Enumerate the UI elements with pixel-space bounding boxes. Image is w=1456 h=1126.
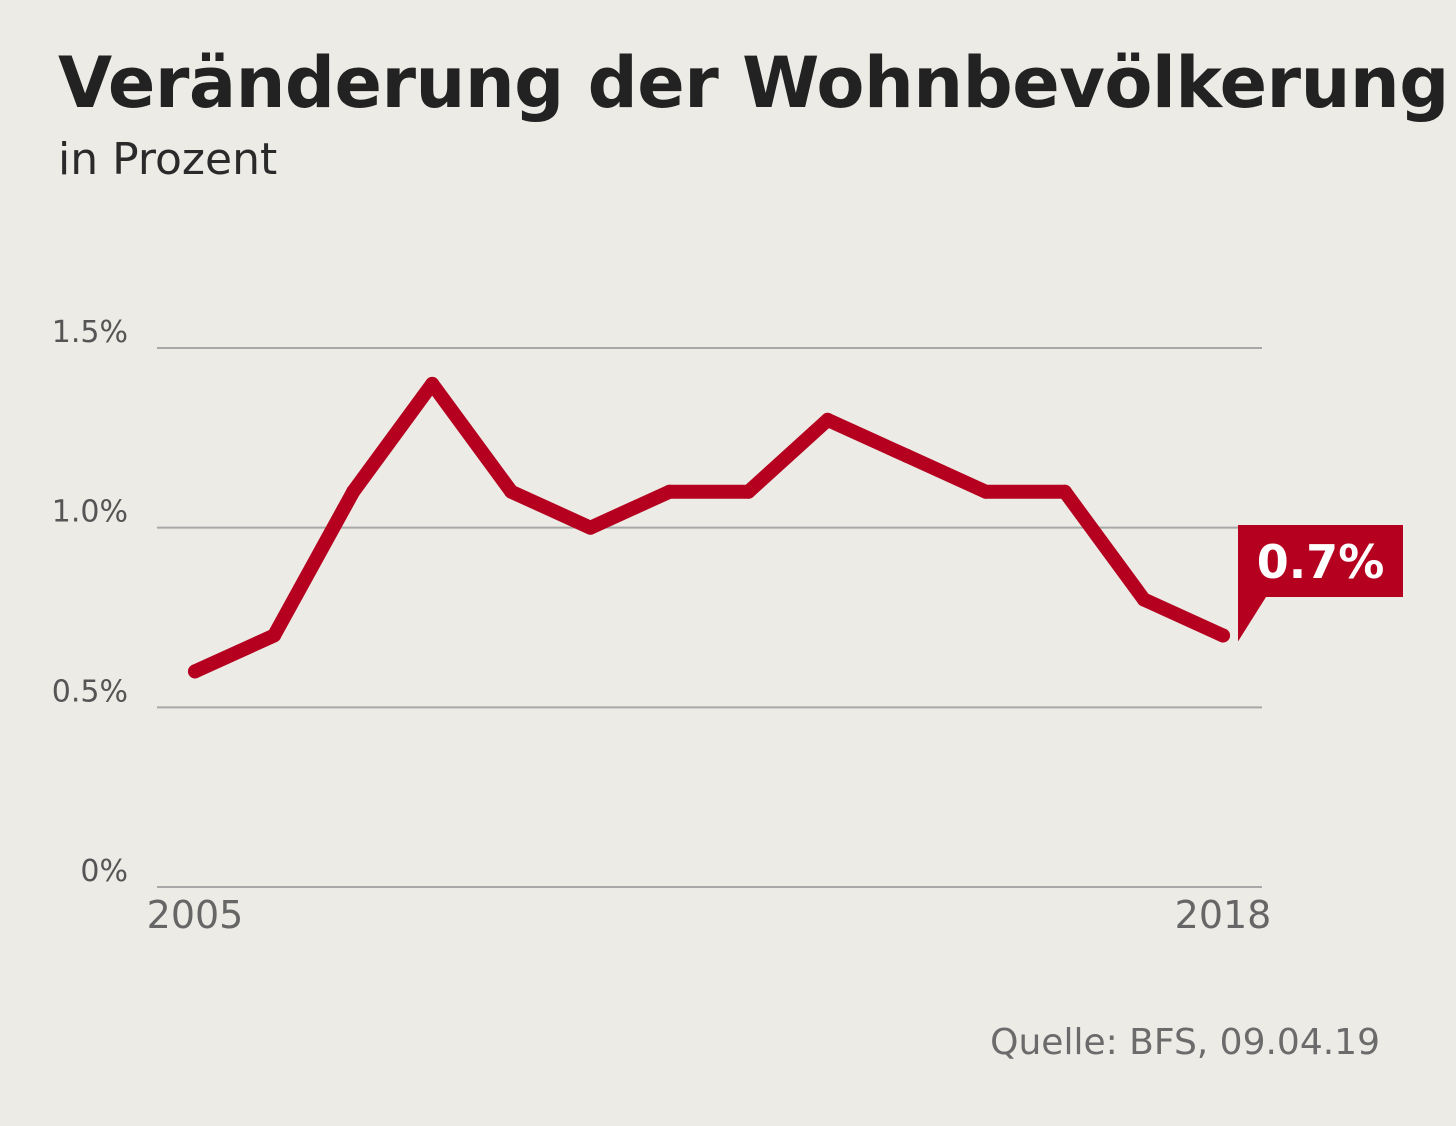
- series-layer: [188, 376, 1230, 679]
- data-point-2012: [741, 484, 756, 499]
- y-tick-label-2: 1.0%: [52, 495, 128, 530]
- y-tick-label-0: 0%: [80, 854, 128, 889]
- data-point-2008: [425, 376, 440, 391]
- y-tick-label-3: 1.5%: [52, 315, 128, 350]
- data-point-2018: [1216, 628, 1230, 643]
- y-axis-ticks: 0% 0.5% 1.0% 1.5%: [52, 315, 128, 889]
- end-value-callout: 0.7%: [1238, 525, 1403, 642]
- callout-box: [1238, 525, 1403, 597]
- data-point-2017: [1136, 592, 1151, 607]
- data-point-2013: [820, 412, 835, 427]
- y-tick-label-1: 0.5%: [52, 674, 128, 709]
- x-tick-label-1: 2018: [1175, 893, 1272, 937]
- series-line-0: [188, 376, 1230, 679]
- x-axis-ticks: 2005 2018: [147, 893, 1272, 937]
- callout-pointer: [1238, 597, 1266, 642]
- data-point-2010: [583, 520, 598, 535]
- data-point-2011: [662, 484, 677, 499]
- data-point-2005: [188, 664, 202, 679]
- data-point-2016: [1057, 484, 1072, 499]
- data-point-2006: [267, 628, 282, 643]
- chart-subtitle: in Prozent: [58, 134, 278, 185]
- data-point-2014: [899, 448, 914, 463]
- data-point-2009: [504, 484, 519, 499]
- grid-layer: [157, 347, 1262, 888]
- callout-value-label: 0.7%: [1257, 535, 1385, 589]
- x-tick-label-0: 2005: [147, 893, 244, 937]
- data-point-2015: [978, 484, 993, 499]
- chart-title: Veränderung der Wohnbevölkerung: [58, 42, 1449, 124]
- source-note: Quelle: BFS, 09.04.19: [990, 1022, 1380, 1063]
- data-point-2007: [346, 484, 361, 499]
